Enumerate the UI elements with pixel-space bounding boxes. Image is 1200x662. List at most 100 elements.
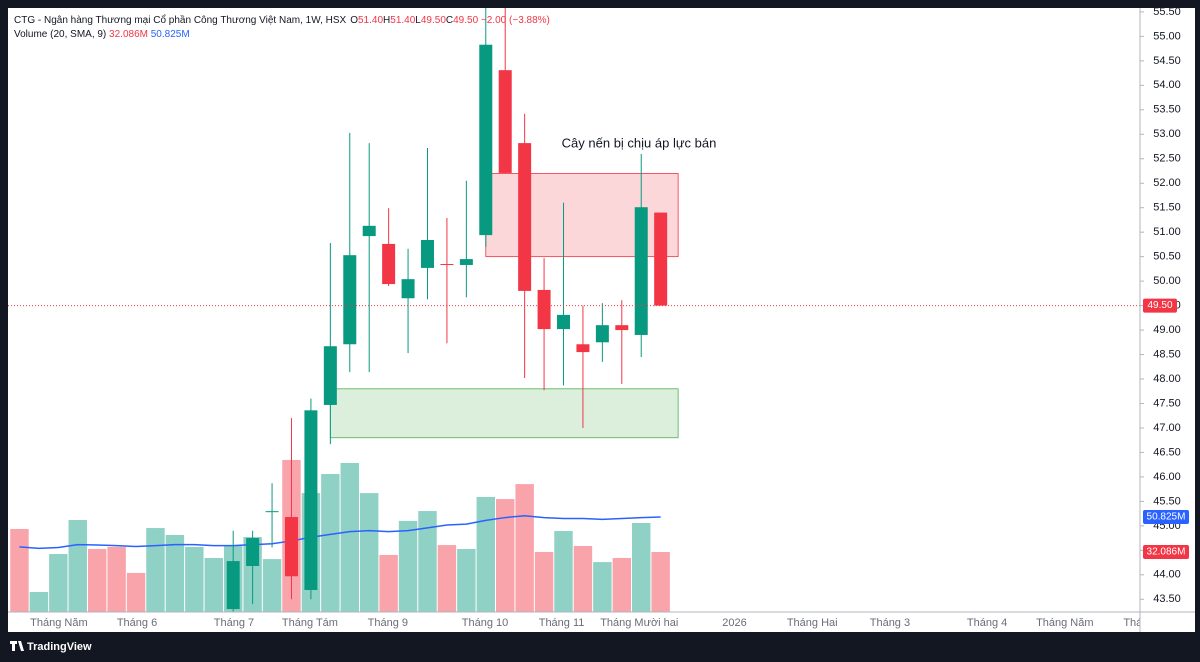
candle-body [459,259,473,265]
y-axis: 43.5044.0044.5045.0045.5046.0046.5047.00… [1140,6,1189,605]
ohlc-key: C [445,15,454,26]
y-tick-label: 50.00 [1153,275,1181,287]
logo: TradingView [10,641,92,653]
logo-icon [10,641,24,651]
volume-bar [398,520,418,612]
y-tick-label: 55.00 [1153,30,1181,42]
candle-body [557,314,571,330]
volume-bar [554,531,573,612]
y-tick-label: 48.50 [1153,348,1181,360]
volume-bar [534,551,554,612]
volume-legend: Volume (20, SMA, 9) 32.086M 50.825M [14,29,190,40]
volume-bar [126,572,146,612]
volume-title: Volume (20, SMA, 9) [14,29,107,40]
candle-body [634,207,648,335]
y-tick-label: 54.50 [1153,55,1181,67]
ohlc: O51.40H51.40L49.50C49.50 [346,15,478,26]
candle-body [576,344,590,353]
y-tick-label: 46.50 [1153,446,1181,458]
x-tick-label: Tháng 6 [117,617,157,629]
candle-body [284,517,298,577]
candle-body [498,70,512,173]
y-tick-label: 47.00 [1153,422,1181,434]
volume-bar [573,545,593,612]
y-tick-label: 51.00 [1153,226,1181,238]
last-price-label: 49.50 [1147,300,1172,311]
y-tick-label: 44.00 [1153,569,1181,581]
candle-body [382,243,396,285]
ohlc-value: 51.40 [390,15,416,26]
volume-bar [340,462,359,612]
volume-bar [418,511,437,612]
volume-bar [185,546,204,612]
volume-bar [359,493,379,612]
plot-area [8,8,1140,612]
x-tick-label: Tháng 4 [967,617,1007,629]
symbol-title: CTG - Ngân hàng Thương mại Cổ phần Công … [14,15,347,26]
volume-marker-box [1143,509,1189,524]
y-tick-label: 51.50 [1153,202,1181,214]
x-tick-label: Tháng Năm [1036,617,1093,629]
volume-bar [29,591,49,612]
ohlc-value: 49.50 [420,15,446,26]
brand: TradingView [27,641,92,653]
x-tick-label: Tháng 7 [214,617,254,629]
volume-bar [457,548,476,612]
volume-marker-label: 32.086M [1147,547,1186,558]
zone [485,173,679,258]
y-tick-label: 53.50 [1153,104,1181,116]
ohlc-key: O [350,15,358,26]
candle-body [595,325,609,343]
volume-marker-label: 50.825M [1147,512,1186,523]
ohlc-key: H [383,15,391,26]
volume-bar [379,554,398,612]
x-tick-label: Tháng 10 [462,617,508,629]
volume-bar [612,557,632,612]
zone [329,388,679,439]
ohlc-value: 49.50 [453,15,479,26]
volume-sma [19,514,661,550]
y-tick-label: 55.50 [1153,6,1181,18]
x-tick-label: Tháng Mười hai [600,617,678,629]
volume-value: 32.086M [109,29,148,40]
x-tick-label: Tháng Tám [282,617,338,629]
candle-body [265,511,279,513]
x-tick-label: Tháng 3 [870,617,910,629]
volume-bar [262,559,282,612]
volume-bar [476,496,496,612]
annotation: Cây nến bị chịu áp lực bán [562,135,717,150]
chart-background [8,8,1195,632]
x-axis: Tháng Năm Tháng 6 Tháng 7 Tháng Tám Tháng 9 T… [30,617,1143,629]
y-tick-label: 47.50 [1153,397,1181,409]
volume-bar [49,554,68,612]
symbol-legend: CTG - Ngân hàng Thương mại Cổ phần Công … [14,15,550,26]
volume-bar [146,528,165,612]
volume-bar [165,534,185,612]
volume-bar [87,548,107,612]
volume-bar [496,499,515,612]
x-tick-label: Tháng Hai [787,617,838,629]
candle-body [420,240,434,268]
sma-value: 50.825M [150,29,190,40]
x-tick-label: Tháng 11 [539,617,585,629]
y-tick-label: 52.50 [1153,153,1181,165]
volume-bar [68,519,87,612]
candle-body [362,225,376,237]
volume-bar [10,528,29,612]
candle-body [615,325,629,331]
candle-body [246,538,260,566]
candle-body [343,255,357,345]
candle-body [226,561,240,610]
candle-body [479,44,493,236]
y-tick-label: 48.00 [1153,373,1181,385]
y-tick-label: 46.00 [1153,471,1181,483]
y-tick-label: 49.00 [1153,324,1181,336]
candle-body [654,212,668,306]
y-tick-label: 50.50 [1153,251,1181,263]
candle-body [518,143,532,291]
volume-marker-box [1143,545,1189,560]
change: −2.00 (−3.88%) [480,15,550,26]
candle-body [537,289,551,330]
x-tick-label: Thá [1123,617,1143,629]
